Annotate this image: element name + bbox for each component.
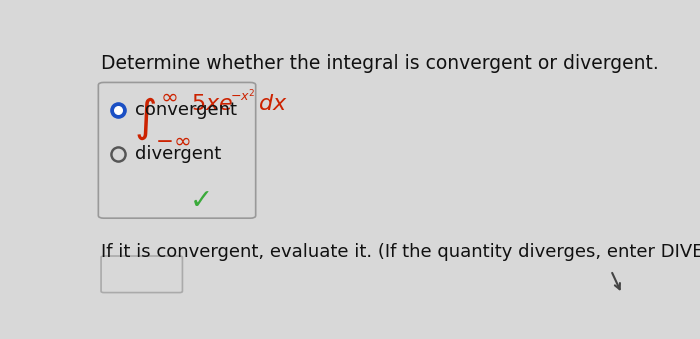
Point — [113, 107, 124, 113]
Text: Determine whether the integral is convergent or divergent.: Determine whether the integral is conver… — [101, 54, 659, 73]
Text: If it is convergent, evaluate it. (If the quantity diverges, enter DIVERGES.): If it is convergent, evaluate it. (If th… — [101, 243, 700, 261]
Text: ✓: ✓ — [190, 187, 213, 215]
Text: convergent: convergent — [134, 101, 237, 119]
Point — [113, 152, 124, 157]
Point — [113, 152, 124, 157]
Text: $\int_{-\infty}^{\infty}$: $\int_{-\infty}^{\infty}$ — [134, 93, 191, 146]
FancyBboxPatch shape — [98, 82, 256, 218]
Point — [113, 107, 124, 113]
FancyBboxPatch shape — [101, 256, 183, 293]
Text: divergent: divergent — [134, 145, 221, 163]
Text: $dx$: $dx$ — [258, 94, 288, 114]
Text: $^{-x^{2}}$: $^{-x^{2}}$ — [230, 92, 255, 109]
Text: $5xe$: $5xe$ — [190, 94, 232, 114]
